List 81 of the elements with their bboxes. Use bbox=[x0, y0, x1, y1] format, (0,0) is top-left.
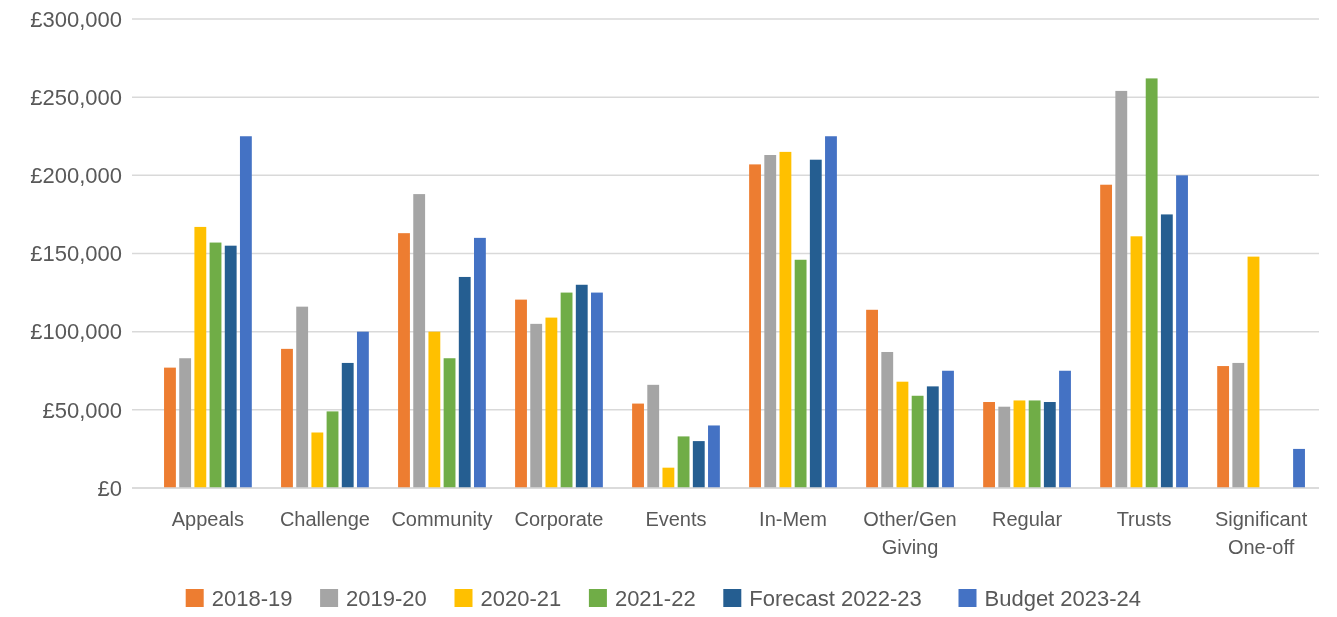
bar bbox=[1059, 370, 1071, 488]
bar bbox=[1160, 214, 1173, 488]
bar bbox=[1176, 175, 1188, 488]
x-tick-label: Community bbox=[391, 508, 493, 530]
x-tick-label: Corporate bbox=[514, 508, 604, 530]
bar bbox=[575, 284, 588, 488]
bar bbox=[224, 245, 237, 488]
bar bbox=[1232, 362, 1245, 488]
bar bbox=[779, 151, 792, 488]
bar bbox=[209, 242, 222, 488]
bar bbox=[413, 194, 426, 488]
bar bbox=[296, 306, 309, 488]
bar bbox=[1013, 400, 1026, 488]
legend-label: Forecast 2022-23 bbox=[749, 585, 922, 611]
bar bbox=[692, 441, 705, 488]
bar bbox=[560, 292, 573, 488]
bar bbox=[591, 292, 603, 488]
bar bbox=[281, 348, 293, 488]
legend-label: 2021-22 bbox=[614, 585, 696, 611]
bar bbox=[1293, 448, 1305, 488]
bar bbox=[1130, 236, 1143, 488]
bar bbox=[194, 226, 207, 488]
legend-label: 2020-21 bbox=[480, 585, 562, 611]
bar bbox=[911, 395, 924, 488]
bar bbox=[458, 276, 471, 488]
bar bbox=[764, 155, 777, 488]
y-tick-label: £150,000 bbox=[30, 241, 122, 267]
bar bbox=[662, 467, 675, 488]
bar bbox=[998, 406, 1011, 488]
bar bbox=[632, 403, 644, 488]
bar bbox=[428, 331, 441, 488]
bar bbox=[1100, 184, 1113, 488]
legend-label: 2019-20 bbox=[346, 585, 427, 611]
x-tick-label: Regular bbox=[992, 508, 1063, 530]
bar bbox=[942, 370, 954, 488]
bar bbox=[179, 358, 192, 488]
bar bbox=[1217, 366, 1230, 488]
legend-label: 2018-19 bbox=[211, 585, 293, 611]
bar bbox=[1043, 402, 1056, 488]
bar bbox=[1115, 90, 1128, 488]
x-tick-label: Appeals bbox=[171, 508, 245, 530]
bar bbox=[474, 237, 486, 488]
bar bbox=[239, 136, 252, 488]
bar bbox=[164, 367, 176, 488]
bar bbox=[443, 358, 456, 488]
bar bbox=[326, 411, 339, 488]
x-tick-label: Challenge bbox=[279, 508, 370, 530]
bar bbox=[896, 381, 909, 488]
x-tick-label: Trusts bbox=[1116, 508, 1172, 530]
bar bbox=[825, 136, 837, 488]
bar bbox=[311, 432, 324, 488]
x-tick-label: In-Mem bbox=[759, 508, 827, 530]
y-tick-label: £0 bbox=[97, 475, 122, 501]
bar bbox=[1028, 400, 1041, 488]
bar bbox=[881, 351, 894, 488]
bar bbox=[749, 164, 761, 488]
y-tick-label: £250,000 bbox=[30, 84, 122, 110]
bar bbox=[809, 159, 822, 488]
legend-label: Budget 2023-24 bbox=[984, 585, 1142, 611]
bar bbox=[866, 309, 878, 488]
bar bbox=[708, 425, 720, 488]
bar bbox=[983, 402, 995, 488]
bar bbox=[530, 323, 543, 488]
bar bbox=[1145, 78, 1158, 488]
y-tick-label: £100,000 bbox=[30, 319, 122, 345]
bar bbox=[398, 233, 410, 488]
x-tick-label: Events bbox=[645, 508, 707, 530]
y-tick-label: £300,000 bbox=[30, 6, 122, 32]
y-tick-label: £50,000 bbox=[42, 397, 122, 423]
bar bbox=[1247, 256, 1260, 488]
x-tick-label: Significant One-off bbox=[1214, 508, 1308, 558]
bar bbox=[515, 299, 527, 488]
y-tick-label: £200,000 bbox=[30, 163, 122, 189]
bar bbox=[794, 259, 807, 488]
bar bbox=[341, 362, 354, 488]
x-tick-label: Other/Gen Giving bbox=[863, 508, 957, 558]
bar bbox=[356, 331, 369, 488]
bar bbox=[677, 436, 690, 488]
bar bbox=[647, 384, 660, 488]
bar bbox=[926, 386, 939, 488]
bar bbox=[545, 317, 558, 488]
